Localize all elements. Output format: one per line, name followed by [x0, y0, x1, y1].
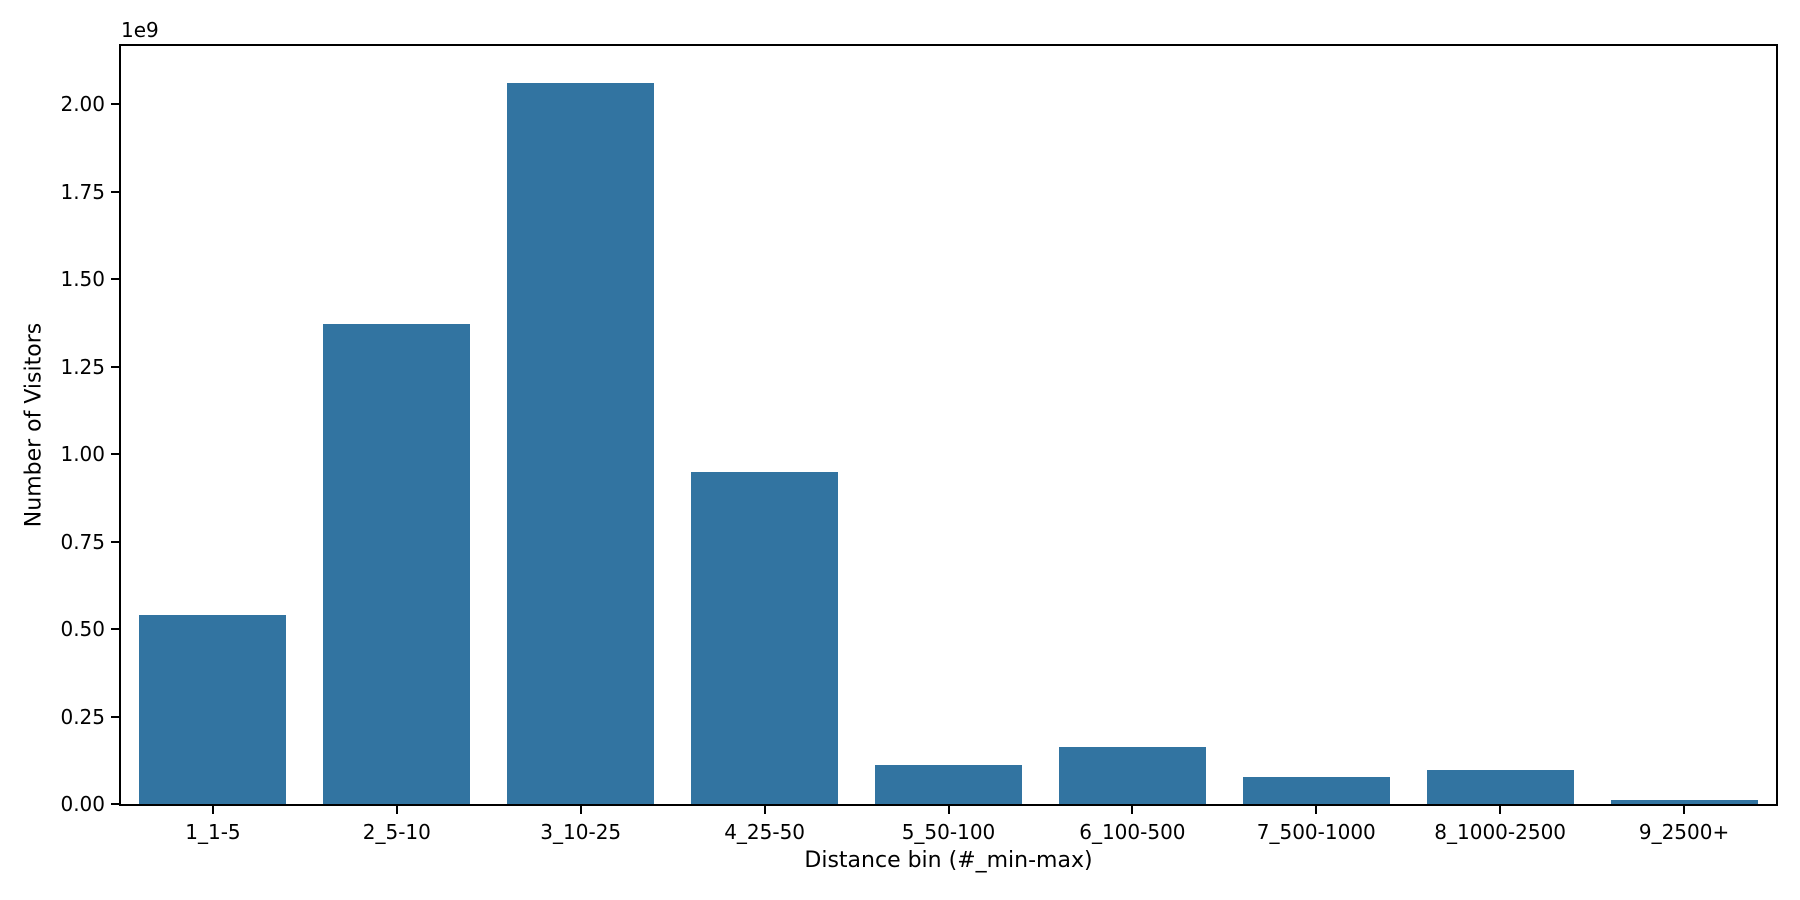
- x-tick-label: 7_500-1000: [1256, 820, 1376, 844]
- y-tick-label: 1.25: [60, 354, 105, 379]
- x-tick: [1683, 804, 1686, 814]
- bar-4_25-50: [691, 471, 839, 804]
- y-tick: [111, 715, 121, 718]
- bar-8_1000-2500: [1426, 770, 1574, 804]
- plot-area: 1_1-5 2_5-10 3_10-25 4_25-50 5_50-100 6_100-5…: [60, 44, 1778, 844]
- x-tick: [947, 804, 950, 814]
- x-tick: [1131, 804, 1134, 814]
- y-tick: [111, 278, 121, 281]
- x-tick-label: 8_1000-2500: [1434, 820, 1567, 844]
- bar-5_50-100: [874, 765, 1023, 804]
- y-axis-offset-text: 1e9: [121, 18, 159, 42]
- y-axis-label: Number of Visitors: [21, 322, 47, 528]
- x-tick-label: 2_5-10: [362, 820, 431, 844]
- y-tick: [111, 540, 121, 543]
- x-tick-label: 9_2500+: [1638, 820, 1730, 844]
- y-tick: [111, 628, 121, 631]
- y-tick: [111, 190, 121, 193]
- x-tick: [395, 804, 398, 814]
- y-tick-label: 0.75: [60, 529, 105, 554]
- x-tick: [1315, 804, 1318, 814]
- x-tick-label: 1_1-5: [185, 820, 241, 844]
- x-tick-label: 6_100-500: [1079, 820, 1186, 844]
- x-tick: [211, 804, 214, 814]
- bar-2_5-10: [323, 324, 471, 804]
- y-tick-label: 1.00: [60, 442, 105, 467]
- x-axis-label: Distance bin (#_min-max): [804, 848, 1093, 873]
- x-tick-label: 5_50-100: [901, 820, 996, 844]
- bar-6_100-500: [1058, 747, 1206, 804]
- y-tick: [111, 453, 121, 456]
- x-tick-label: 4_25-50: [724, 820, 806, 844]
- bar-9_2500+: [1610, 800, 1758, 804]
- x-tick-label: 3_10-25: [540, 820, 622, 844]
- y-tick-label: 1.50: [60, 267, 105, 292]
- bar-1_1-5: [139, 615, 287, 804]
- bar-3_10-25: [507, 82, 655, 804]
- y-tick-label: 0.50: [60, 617, 105, 642]
- y-tick-label: 2.00: [60, 92, 105, 117]
- x-tick: [579, 804, 582, 814]
- x-tick: [1499, 804, 1502, 814]
- y-tick-label: 0.25: [60, 704, 105, 729]
- bar-7_500-1000: [1242, 777, 1390, 804]
- y-tick-label: 0.00: [60, 792, 105, 816]
- y-tick: [111, 365, 121, 368]
- y-tick: [111, 103, 121, 106]
- x-tick: [763, 804, 766, 814]
- y-tick-label: 1.75: [60, 179, 105, 204]
- y-tick: [111, 803, 121, 805]
